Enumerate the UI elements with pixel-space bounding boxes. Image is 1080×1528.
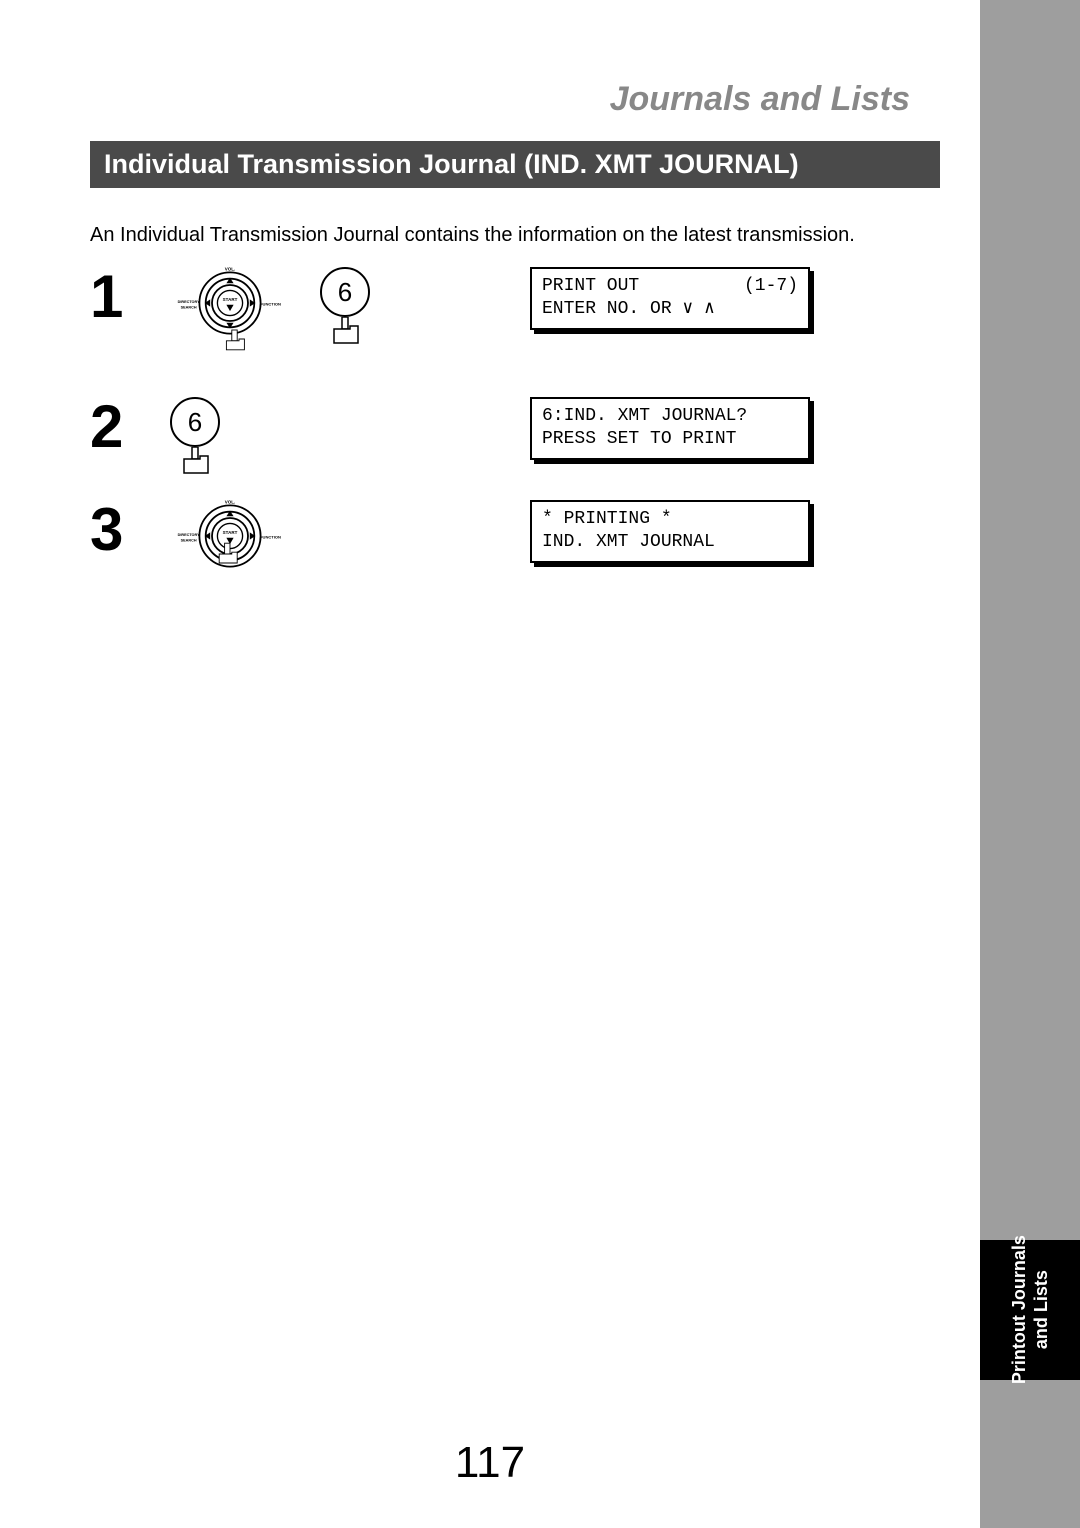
section-title: Journals and Lists: [90, 80, 940, 119]
side-tab: Printout Journalsand Lists: [980, 1240, 1080, 1380]
lcd-display-1: PRINT OUT (1-7) ENTER NO. OR ∨ ∧: [530, 267, 810, 330]
navigation-dial-icon: START VOL. DIRECTORY SEARCH FUNCTION: [170, 267, 290, 357]
page-heading: Individual Transmission Journal (IND. XM…: [90, 141, 940, 188]
lcd-3-row1-left: * PRINTING *: [542, 508, 672, 531]
svg-text:SEARCH: SEARCH: [181, 305, 197, 309]
lcd-1-row1-right: (1-7): [744, 275, 798, 298]
step-number-1: 1: [90, 267, 150, 327]
press-hand-icon: [332, 317, 360, 347]
side-tab-label: Printout Journalsand Lists: [1008, 1235, 1051, 1384]
lcd-2-row2: PRESS SET TO PRINT: [542, 428, 798, 451]
step-2-diagram: 6: [170, 397, 510, 447]
key-6-icon: 6: [320, 267, 370, 317]
key-6-label: 6: [338, 277, 352, 308]
svg-text:START: START: [223, 530, 238, 535]
lcd-2-row1-left: 6:IND. XMT JOURNAL?: [542, 405, 747, 428]
svg-text:VOL.: VOL.: [225, 500, 236, 505]
svg-text:FUNCTION: FUNCTION: [260, 534, 281, 539]
key-6-label-2: 6: [188, 407, 202, 438]
lcd-1-row2: ENTER NO. OR ∨ ∧: [542, 298, 798, 321]
step-number-2: 2: [90, 397, 150, 457]
svg-text:DIRECTORY: DIRECTORY: [178, 300, 200, 304]
navigation-dial-icon-2: START VOL. DIRECTORY SEARCH FUNCTION: [170, 500, 290, 590]
key-6-wrapper: 6: [320, 267, 370, 317]
svg-text:DIRECTORY: DIRECTORY: [178, 533, 200, 537]
steps-grid: 1 START VOL. DIRECTORY SEARCH: [90, 267, 940, 590]
lcd-display-2: 6:IND. XMT JOURNAL? PRESS SET TO PRINT: [530, 397, 810, 460]
lcd-3-row2: IND. XMT JOURNAL: [542, 531, 798, 554]
intro-text: An Individual Transmission Journal conta…: [90, 224, 940, 247]
lcd-1-row1-left: PRINT OUT: [542, 275, 639, 298]
svg-text:START: START: [223, 297, 238, 302]
key-6-wrapper-2: 6: [170, 397, 220, 447]
svg-text:VOL.: VOL.: [225, 267, 236, 272]
press-hand-icon-2: [182, 447, 210, 477]
svg-text:SEARCH: SEARCH: [181, 538, 197, 542]
step-number-3: 3: [90, 500, 150, 560]
step-3-diagram: START VOL. DIRECTORY SEARCH FUNCTION: [170, 500, 510, 590]
page-content: Journals and Lists Individual Transmissi…: [0, 0, 980, 630]
key-6-icon-2: 6: [170, 397, 220, 447]
page-number: 117: [0, 1438, 980, 1488]
lcd-display-3: * PRINTING * IND. XMT JOURNAL: [530, 500, 810, 563]
step-1-diagram: START VOL. DIRECTORY SEARCH FUNCTION: [170, 267, 510, 357]
svg-text:FUNCTION: FUNCTION: [260, 302, 281, 307]
